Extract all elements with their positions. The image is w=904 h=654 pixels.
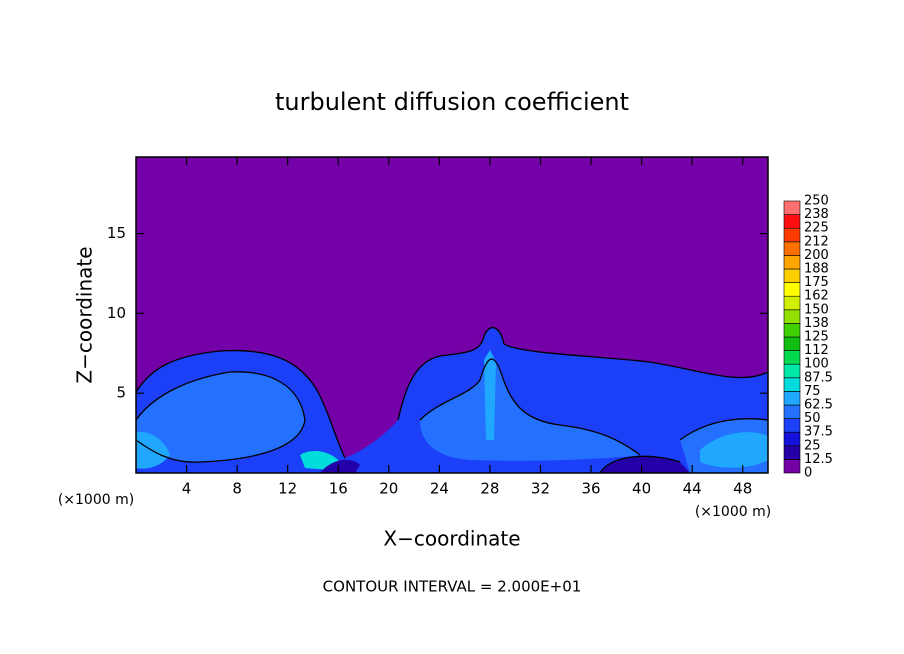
colorbar-label: 175 <box>804 275 829 290</box>
footer-note: CONTOUR INTERVAL = 2.000E+01 <box>323 578 582 596</box>
y-axis-label: Z−coordinate <box>73 246 97 383</box>
x-tick-label: 24 <box>430 480 449 498</box>
colorbar-label: 138 <box>804 316 829 331</box>
colorbar-band <box>783 309 801 324</box>
colorbar-band <box>783 268 801 283</box>
colorbar-band <box>783 431 801 447</box>
colorbar-band <box>783 255 801 270</box>
colorbar-label: 50 <box>804 411 821 426</box>
colorbar-label: 188 <box>804 262 829 277</box>
colorbar-label: 238 <box>804 207 829 222</box>
x-tick-label: 32 <box>531 480 550 498</box>
colorbar-band <box>783 459 801 474</box>
colorbar-label: 12.5 <box>804 452 833 467</box>
colorbar-band <box>783 336 801 351</box>
colorbar-band <box>783 323 801 338</box>
colorbar-band <box>783 418 801 433</box>
colorbar-label: 225 <box>804 221 829 236</box>
colorbar-label: 250 <box>804 194 829 209</box>
plot-frame <box>135 156 769 474</box>
colorbar-label: 87.5 <box>804 370 833 385</box>
colorbar-band <box>783 295 801 311</box>
colorbar-label: 112 <box>804 343 829 358</box>
chart-title: turbulent diffusion coefficient <box>275 88 629 116</box>
colorbar-band <box>783 445 801 460</box>
colorbar-label: 25 <box>804 438 821 453</box>
colorbar-label: 125 <box>804 330 829 345</box>
colorbar-band <box>783 363 801 379</box>
y-tick-label: 5 <box>116 384 126 402</box>
colorbar-band <box>783 282 801 297</box>
colorbar-label: 0 <box>804 466 812 481</box>
colorbar-band <box>783 391 801 406</box>
x-tick-label: 44 <box>683 480 702 498</box>
colorbar-label: 162 <box>804 289 829 304</box>
y-tick-label: 15 <box>107 224 126 242</box>
colorbar-label: 75 <box>804 384 821 399</box>
x-tick-label: 36 <box>581 480 600 498</box>
x-tick-label: 16 <box>329 480 348 498</box>
colorbar-band <box>783 404 801 419</box>
x-tick-label: 4 <box>182 480 192 498</box>
colorbar-label: 62.5 <box>804 398 833 413</box>
colorbar-band <box>783 241 801 256</box>
contour-field <box>136 157 768 473</box>
colorbar-label: 37.5 <box>804 425 833 440</box>
colorbar-band <box>783 350 801 365</box>
x-axis-label: X−coordinate <box>383 527 520 551</box>
x-tick-label: 40 <box>632 480 651 498</box>
colorbar-label: 200 <box>804 248 829 263</box>
x-tick-label: 48 <box>733 480 752 498</box>
colorbar-band <box>783 214 801 229</box>
y-unit-label: (×1000 m) <box>58 492 134 508</box>
colorbar-label: 212 <box>804 234 829 249</box>
x-tick-label: 20 <box>379 480 398 498</box>
colorbar-band <box>783 377 801 392</box>
colorbar-band <box>783 227 801 243</box>
x-tick-label: 12 <box>278 480 297 498</box>
x-tick-label: 8 <box>232 480 242 498</box>
y-tick-label: 10 <box>107 304 126 322</box>
colorbar-band <box>783 200 801 215</box>
x-unit-label: (×1000 m) <box>695 504 771 520</box>
colorbar-label: 100 <box>804 357 829 372</box>
x-tick-label: 28 <box>480 480 499 498</box>
colorbar-label: 150 <box>804 302 829 317</box>
